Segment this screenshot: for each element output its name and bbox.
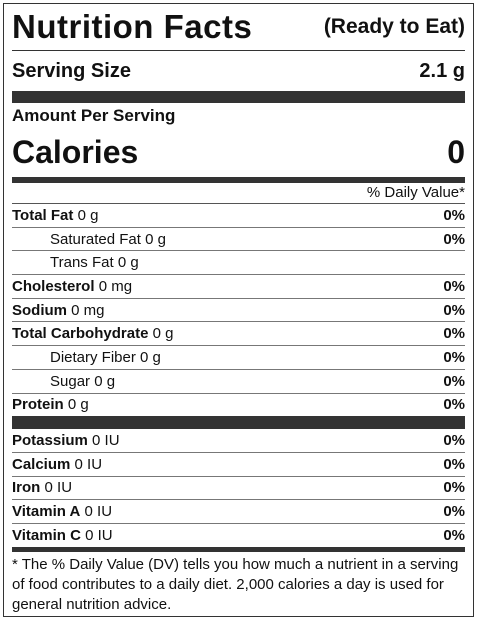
nutrient-row: Saturated Fat 0 g 0% bbox=[12, 228, 465, 252]
daily-value: 0% bbox=[443, 479, 465, 497]
daily-value: 0% bbox=[443, 348, 465, 366]
nutrient-name: Cholesterol bbox=[12, 277, 95, 295]
nutrient-amount: 0 g bbox=[67, 396, 89, 414]
daily-value: 0% bbox=[443, 301, 465, 319]
nutrient-amount: 0 IU bbox=[44, 479, 73, 497]
nutrient-amount: 0 g bbox=[145, 230, 166, 248]
serving-label: Serving Size bbox=[12, 59, 131, 82]
nutrient: Total Carbohydrate 0 g bbox=[12, 325, 173, 342]
nutrient-name: Calcium bbox=[12, 455, 71, 473]
daily-value: 0% bbox=[443, 372, 465, 390]
nutrient-name: Trans Fat bbox=[50, 254, 114, 272]
nutrient-list: Total Fat 0 g 0% Saturated Fat 0 g 0% Trans … bbox=[12, 204, 465, 416]
nutrient-row: Total Carbohydrate 0 g 0% bbox=[12, 322, 465, 347]
nutrient-row: Dietary Fiber 0 g 0% bbox=[12, 346, 465, 370]
daily-value: 0% bbox=[443, 396, 465, 414]
nutrient-amount: 0 g bbox=[140, 348, 161, 366]
nutrient-name: Dietary Fiber bbox=[50, 348, 136, 366]
serving-row: Serving Size 2.1 g bbox=[12, 51, 465, 91]
nutrient-amount: 0 g bbox=[94, 372, 116, 390]
divider bbox=[12, 91, 465, 103]
nutrient-name: Sugar bbox=[50, 372, 91, 390]
nutrient-amount: 0 mg bbox=[98, 277, 133, 295]
calories-value: 0 bbox=[447, 133, 465, 170]
daily-value: 0% bbox=[443, 503, 465, 521]
nutrient-row: Sodium 0 mg 0% bbox=[12, 299, 465, 323]
nutrient: Cholesterol 0 mg bbox=[12, 278, 132, 295]
nutrient-row: Protein 0 g 0% bbox=[12, 394, 465, 417]
daily-value: 0% bbox=[443, 206, 465, 224]
nutrient: Sugar 0 g bbox=[50, 373, 115, 390]
footnote: * The % Daily Value (DV) tells you how m… bbox=[12, 555, 459, 613]
nutrient-row: Total Fat 0 g 0% bbox=[12, 204, 465, 228]
nutrient-row: Sugar 0 g 0% bbox=[12, 370, 465, 394]
nutrient-name: Iron bbox=[12, 479, 41, 497]
nutrient-name: Potassium bbox=[12, 432, 88, 450]
nutrient-row: Cholesterol 0 mg 0% bbox=[12, 275, 465, 299]
nutrient-amount: 0 g bbox=[117, 254, 139, 272]
daily-value: 0% bbox=[443, 455, 465, 473]
nutrient: Vitamin A 0 IU bbox=[12, 503, 112, 520]
daily-value: 0% bbox=[443, 277, 465, 295]
nutrient-row: Trans Fat 0 g bbox=[12, 251, 465, 276]
title: Nutrition Facts bbox=[12, 8, 253, 45]
nutrient-row: Vitamin C 0 IU 0% bbox=[12, 524, 465, 547]
subtitle: (Ready to Eat) bbox=[323, 15, 465, 38]
nutrient: Sodium 0 mg bbox=[12, 302, 105, 319]
nutrient-row: Potassium 0 IU 0% bbox=[12, 429, 465, 453]
serving-value: 2.1 g bbox=[419, 59, 465, 82]
nutrient-amount: 0 IU bbox=[84, 503, 113, 521]
nutrition-label: Nutrition Facts (Ready to Eat) Serving S… bbox=[3, 3, 474, 617]
nutrient-name: Vitamin A bbox=[12, 503, 81, 521]
nutrient-row: Calcium 0 IU 0% bbox=[12, 453, 465, 477]
nutrient-name: Sodium bbox=[12, 301, 67, 319]
title-row: Nutrition Facts (Ready to Eat) bbox=[12, 4, 465, 51]
calories-label: Calories bbox=[12, 133, 139, 170]
calories-row: Calories 0 bbox=[12, 127, 465, 177]
mineral-list: Potassium 0 IU 0% Calcium 0 IU 0% Iron 0 IU 0… bbox=[12, 429, 465, 546]
nutrient: Potassium 0 IU bbox=[12, 432, 120, 449]
daily-value: 0% bbox=[443, 432, 465, 450]
nutrient-name: Saturated Fat bbox=[50, 230, 141, 248]
daily-value: 0% bbox=[443, 526, 465, 544]
nutrient: Vitamin C 0 IU bbox=[12, 527, 113, 544]
nutrient: Protein 0 g bbox=[12, 396, 89, 413]
nutrient-name: Total Carbohydrate bbox=[12, 325, 149, 343]
nutrient-amount: 0 mg bbox=[71, 301, 105, 319]
nutrient-amount: 0 g bbox=[152, 325, 174, 343]
nutrient-amount: 0 IU bbox=[85, 526, 113, 544]
nutrient-amount: 0 IU bbox=[92, 432, 120, 450]
daily-value: 0% bbox=[443, 230, 465, 248]
nutrient: Total Fat 0 g bbox=[12, 207, 98, 224]
nutrient: Iron 0 IU bbox=[12, 479, 72, 496]
nutrient-name: Vitamin C bbox=[12, 526, 81, 544]
divider bbox=[12, 416, 465, 430]
nutrient: Trans Fat 0 g bbox=[50, 254, 139, 271]
nutrient-amount: 0 IU bbox=[74, 455, 103, 473]
nutrient: Calcium 0 IU bbox=[12, 456, 102, 473]
nutrient-amount: 0 g bbox=[77, 206, 99, 224]
nutrient-name: Protein bbox=[12, 396, 64, 414]
nutrient: Saturated Fat 0 g bbox=[50, 231, 166, 248]
divider bbox=[12, 546, 465, 552]
divider bbox=[12, 177, 465, 183]
daily-value: 0% bbox=[443, 325, 465, 343]
nutrient: Dietary Fiber 0 g bbox=[50, 349, 161, 366]
nutrient-row: Iron 0 IU 0% bbox=[12, 477, 465, 501]
nutrient-name: Total Fat bbox=[12, 206, 74, 224]
daily-value-header: % Daily Value* bbox=[12, 183, 465, 204]
amount-per-serving: Amount Per Serving bbox=[12, 106, 176, 125]
nutrient-row: Vitamin A 0 IU 0% bbox=[12, 500, 465, 524]
